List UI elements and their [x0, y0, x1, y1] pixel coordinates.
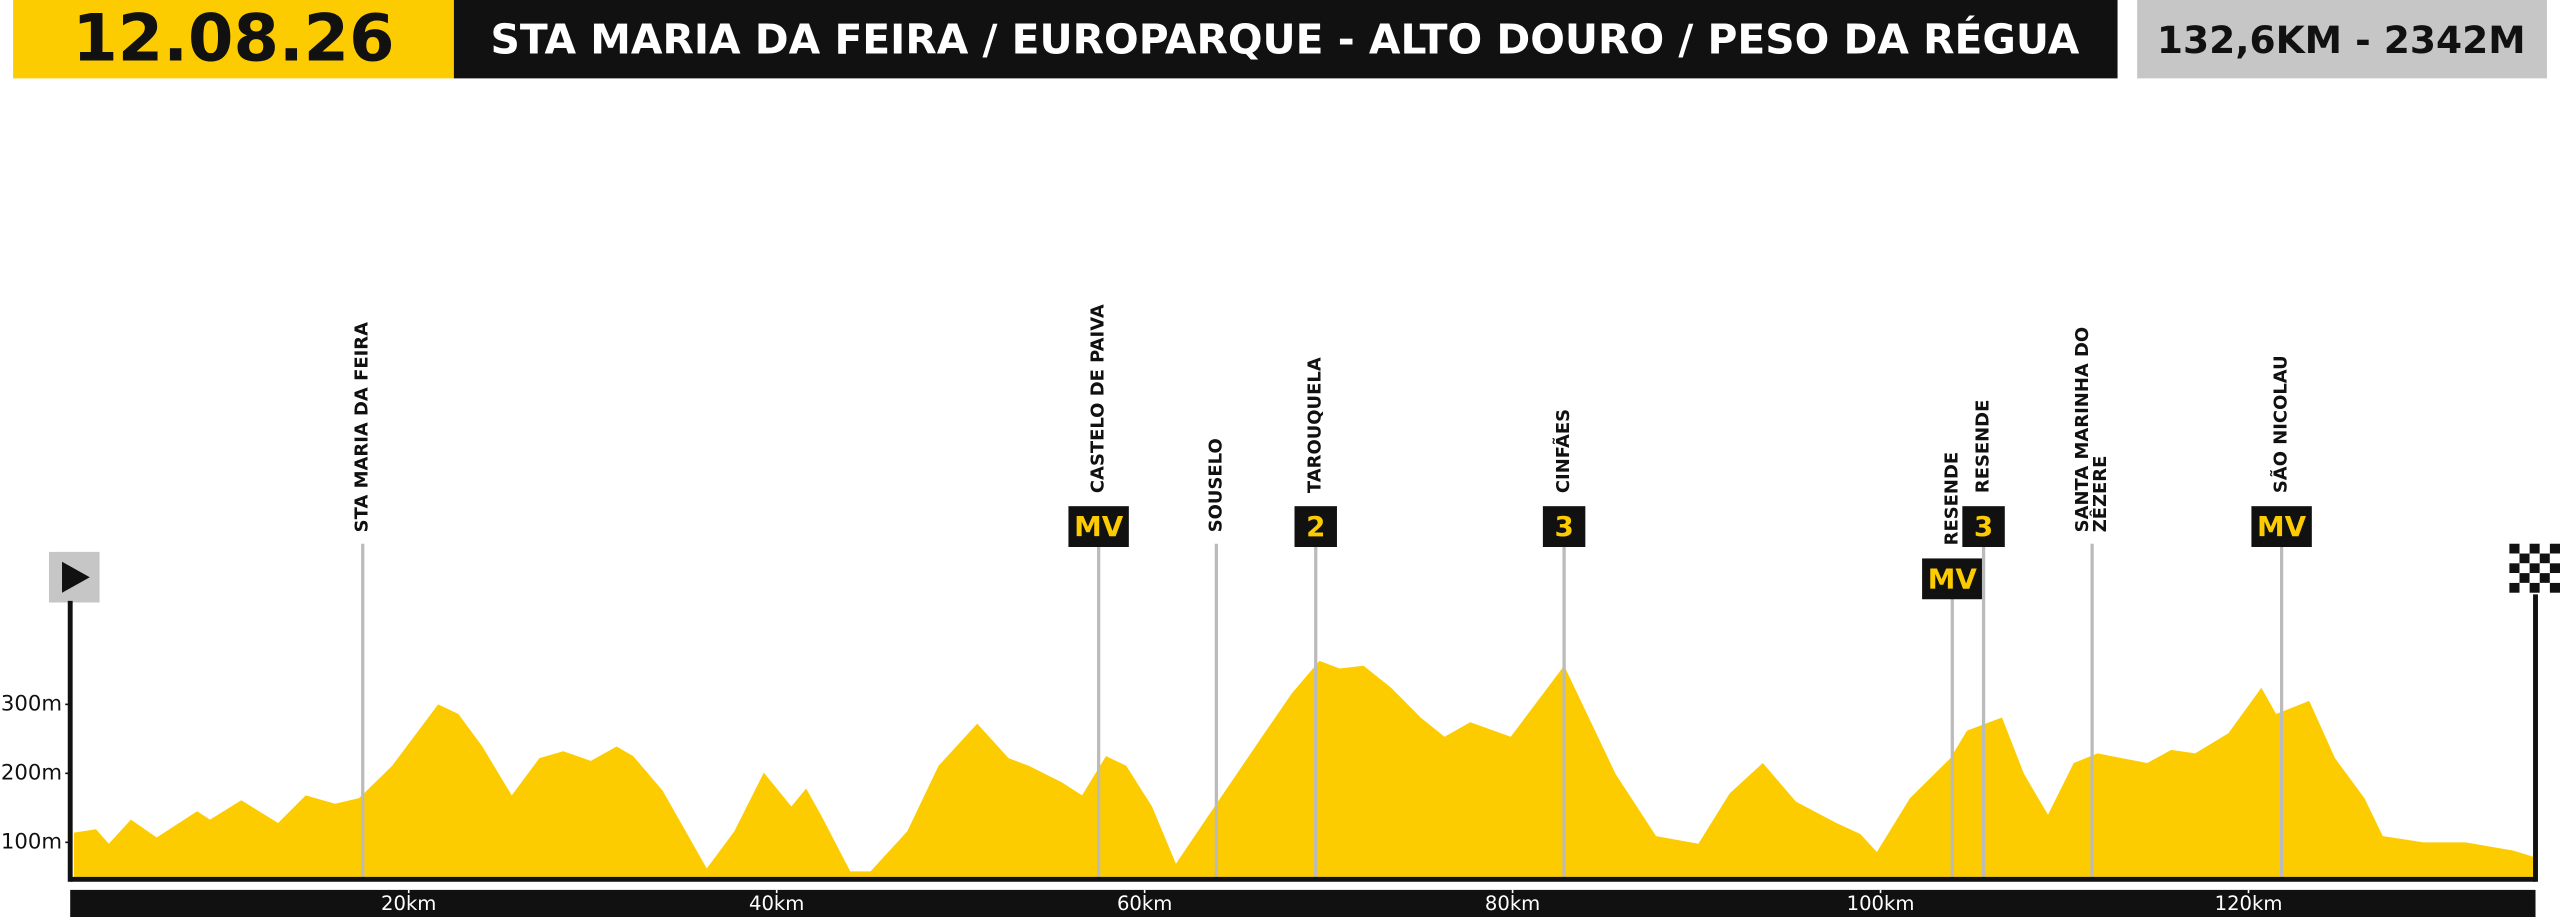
- flag-square: [2539, 553, 2550, 564]
- flag-square: [2529, 582, 2540, 593]
- flag-square: [2529, 563, 2540, 574]
- climb-badge-text: 3: [1974, 510, 1993, 543]
- flag-square: [2509, 573, 2520, 583]
- x-tick-label: 40km: [749, 892, 804, 915]
- elevation-area: [73, 660, 2534, 877]
- flag-square: [2549, 582, 2560, 593]
- x-axis-bar: [70, 889, 2536, 917]
- flag-square: [2549, 563, 2560, 574]
- x-tick-label: 60km: [1117, 892, 1172, 915]
- flag-square: [2539, 582, 2550, 593]
- flag-square: [2519, 573, 2530, 583]
- flag-square: [2519, 553, 2530, 564]
- climb-badge-text: MV: [1074, 510, 1124, 543]
- climb-badge-text: 2: [1306, 510, 1325, 543]
- place-label: RESENDE: [1973, 400, 1994, 493]
- place-label: CINFÃES: [1551, 409, 1574, 493]
- flag-square: [2509, 563, 2520, 574]
- climb-badge: [1922, 558, 1983, 600]
- flag-square: [2509, 582, 2520, 593]
- climb-badge: [1294, 506, 1337, 547]
- x-tick-label: 20km: [381, 892, 436, 915]
- y-tick-label: 300m: [1, 691, 62, 716]
- flag-square: [2529, 543, 2540, 554]
- place-label: SOUSELO: [1205, 438, 1226, 532]
- place-label: ZÊZERE: [2089, 456, 2111, 533]
- climb-badge: [1542, 506, 1586, 547]
- finish-flag: [2509, 543, 2560, 593]
- route: STA MARIA DA FEIRA / EUROPARQUE - ALTO D…: [490, 15, 2079, 63]
- start-arrow: [62, 561, 90, 593]
- climb-badge: [1068, 506, 1129, 547]
- flag-square: [2539, 543, 2550, 554]
- place-label: CASTELO DE PAIVA: [1088, 304, 1109, 493]
- place-label: SANTA MARINHA DO: [2072, 327, 2093, 532]
- flag-square: [2509, 553, 2520, 564]
- flag-square: [2519, 582, 2530, 593]
- route-box: [453, 0, 2118, 79]
- flag-square: [2549, 573, 2560, 583]
- climb-badge: [2251, 506, 2312, 547]
- flag-square: [2509, 543, 2520, 554]
- y-tick-label: 200m: [1, 760, 62, 785]
- flag-square: [2519, 543, 2530, 554]
- flag-square: [2529, 553, 2540, 564]
- y-tick-label: 100m: [1, 829, 62, 854]
- climb-badge-text: 3: [1554, 510, 1573, 543]
- flag-square: [2549, 543, 2560, 554]
- flag-square: [2519, 563, 2530, 574]
- x-tick-label: 100km: [1847, 892, 1915, 915]
- climb-badge-text: MV: [1928, 562, 1978, 595]
- place-label: SÃO NICOLAU: [2269, 355, 2292, 493]
- climb-badge: [1962, 506, 2005, 547]
- place-label: STA MARIA DA FEIRA: [352, 322, 373, 532]
- x-tick-label: 80km: [1485, 892, 1540, 915]
- date: 12.08.26: [72, 1, 394, 77]
- place-label: RESENDE: [1941, 452, 1962, 545]
- stats-box: [2137, 0, 2547, 79]
- place-label: TAROUQUELA: [1305, 357, 1326, 493]
- x-tick-label: 120km: [2215, 892, 2283, 915]
- stats: 132,6KM - 2342M: [2157, 18, 2526, 62]
- climb-badge-text: MV: [2257, 510, 2307, 543]
- flag-square: [2539, 573, 2550, 583]
- flag-square: [2529, 573, 2540, 583]
- flag-square: [2539, 563, 2550, 574]
- date-box: [13, 0, 454, 79]
- flag-square: [2549, 553, 2560, 564]
